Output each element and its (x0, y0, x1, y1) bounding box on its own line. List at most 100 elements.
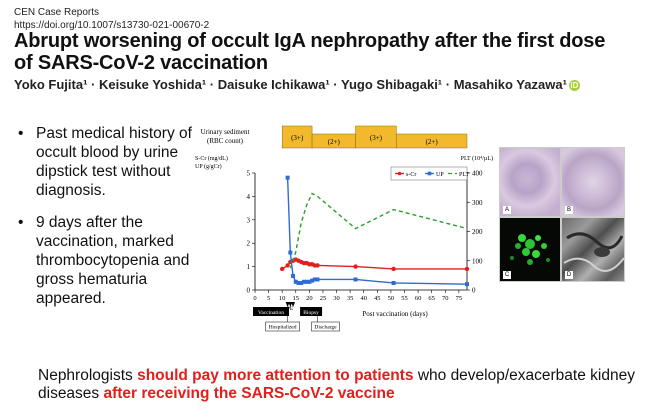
data-point-up (312, 277, 317, 282)
x-axis-label: Post vaccination (days) (362, 310, 428, 318)
discharge-event (311, 321, 340, 332)
data-point-up (310, 278, 315, 283)
y-tick-label-right: 100 (472, 257, 483, 265)
panel-label: C (503, 271, 511, 279)
conclusion-highlight-2: after receiving the SARS-CoV-2 vaccine (103, 385, 395, 402)
doi-link[interactable]: https://doi.org/10.1007/s13730-021-00670… (14, 20, 210, 31)
orcid-icon[interactable]: iD (568, 80, 580, 91)
data-point-up (299, 280, 304, 285)
biopsy-label: Biopsy (303, 310, 319, 316)
x-tick-label: 15 (293, 295, 300, 302)
data-point-scr (285, 263, 290, 268)
chart-legend: s-Cr UP PLT (390, 166, 469, 181)
data-point-up (315, 277, 320, 282)
y-tick-label-left: 4 (247, 193, 251, 201)
y-tick-label-left: 2 (247, 240, 251, 248)
conclusion-part-1: Nephrologists (38, 367, 138, 384)
x-tick-label: 50 (388, 295, 395, 302)
sediment-label-line1: Urinary sediment (201, 128, 250, 136)
data-point-up (291, 273, 296, 278)
panel-label: A (503, 206, 511, 214)
histology-panel-b: B (561, 147, 625, 217)
bullet-list: • Past medical history of occult blood b… (16, 124, 192, 321)
title-line-1: Abrupt worsening of occult IgA nephropat… (14, 30, 606, 52)
legend-label: UP (436, 172, 444, 178)
x-tick-label: 45 (374, 295, 381, 302)
author-list: Yoko Fujita¹ · Keisuke Yoshida¹ · Daisuk… (14, 77, 580, 92)
event-arrow (288, 302, 293, 307)
bullet-icon: • (18, 125, 24, 142)
bullet-item: • 9 days after the vaccination, marked t… (16, 213, 192, 308)
bullet-item: • Past medical history of occult blood b… (16, 124, 192, 200)
data-point-scr (279, 266, 285, 272)
event-arrow (285, 302, 290, 307)
panel-label: D (565, 271, 573, 279)
x-tick-label: 5 (267, 295, 270, 302)
electron-microscopy-image (563, 232, 625, 272)
pe-label: PE (287, 306, 294, 312)
data-point-up (465, 282, 469, 287)
data-point-up (304, 279, 309, 284)
urinary-sediment-track: Urinary sediment (RBC count) (3+) (2+) (3+… (201, 125, 468, 149)
y-tick-label-left: 3 (247, 216, 251, 224)
hospitalized-event (265, 321, 300, 332)
legend-label: PLT (459, 172, 469, 178)
data-point-up (301, 279, 306, 284)
x-tick-label: 60 (415, 295, 422, 302)
journal-name: CEN Case Reports (14, 7, 100, 18)
y-tick-label-right: 0 (472, 287, 476, 295)
legend-marker (397, 171, 402, 176)
y-tick-label-left: 1 (247, 263, 251, 271)
bullet-icon: • (18, 214, 24, 231)
x-tick-label: 40 (360, 295, 367, 302)
x-tick-label: 55 (401, 295, 408, 302)
series-line-plt (289, 192, 468, 269)
x-tick-label: 25 (320, 295, 327, 302)
discharge-label: Discharge (314, 325, 337, 331)
left-axis-label-2: UP (g/gCr) (195, 163, 222, 170)
clinical-course-chart: Urinary sediment (RBC count) (3+) (2+) (3+… (195, 125, 493, 332)
left-axis-label-1: S-Cr (mg/dL) (195, 155, 228, 162)
data-point-scr (391, 266, 396, 272)
histology-panel-d: D (561, 217, 625, 282)
authors-text: Yoko Fujita¹ · Keisuke Yoshida¹ · Daisuk… (14, 77, 567, 92)
data-point-up (353, 277, 358, 282)
legend-marker (427, 171, 432, 176)
bullet-text: Past medical history of occult blood by … (36, 125, 192, 199)
sediment-grade: (2+) (426, 138, 439, 146)
vaccination-label: Vaccination (258, 310, 284, 316)
sediment-grade: (2+) (328, 138, 341, 146)
immunofluorescence-image (510, 234, 550, 265)
x-tick-label: 0 (253, 295, 256, 302)
x-tick-label: 20 (306, 295, 313, 302)
data-point-up (307, 279, 312, 284)
sediment-bar (396, 133, 468, 149)
data-point-scr (315, 263, 320, 268)
title-line-2: of SARS-CoV-2 vaccination (14, 52, 268, 74)
bullet-text: 9 days after the vaccination, marked thr… (36, 214, 190, 307)
sediment-label-line2: (RBC count) (207, 137, 244, 145)
hospitalized-label: Hospitalized (269, 325, 297, 331)
data-point-up (391, 280, 396, 285)
conclusion-part-3: who develop/exacerbate kidney diseases (38, 367, 635, 402)
data-point-scr (464, 266, 470, 272)
histology-panel-a: A (499, 147, 561, 217)
data-point-up (293, 279, 298, 284)
conclusion-highlight-1: should pay more attention to patients (137, 367, 414, 384)
y-tick-label-right: 400 (472, 170, 483, 178)
x-tick-label: 65 (428, 295, 435, 302)
data-point-scr (353, 264, 358, 269)
right-axis-label: PLT (10⁴/µL) (461, 155, 493, 162)
vaccination-event (253, 307, 289, 316)
legend-label: s-Cr (406, 172, 416, 178)
x-tick-label: 10 (279, 295, 286, 302)
histology-panel-c: C (499, 217, 561, 282)
x-tick-label: 70 (442, 295, 449, 302)
paper-title: Abrupt worsening of occult IgA nephropat… (14, 30, 644, 74)
y-tick-label-right: 200 (472, 228, 483, 236)
conclusion-text: Nephrologists should pay more attention … (38, 367, 638, 403)
biopsy-event (300, 307, 323, 316)
data-point-up (285, 175, 290, 180)
panel-label: B (565, 206, 573, 214)
